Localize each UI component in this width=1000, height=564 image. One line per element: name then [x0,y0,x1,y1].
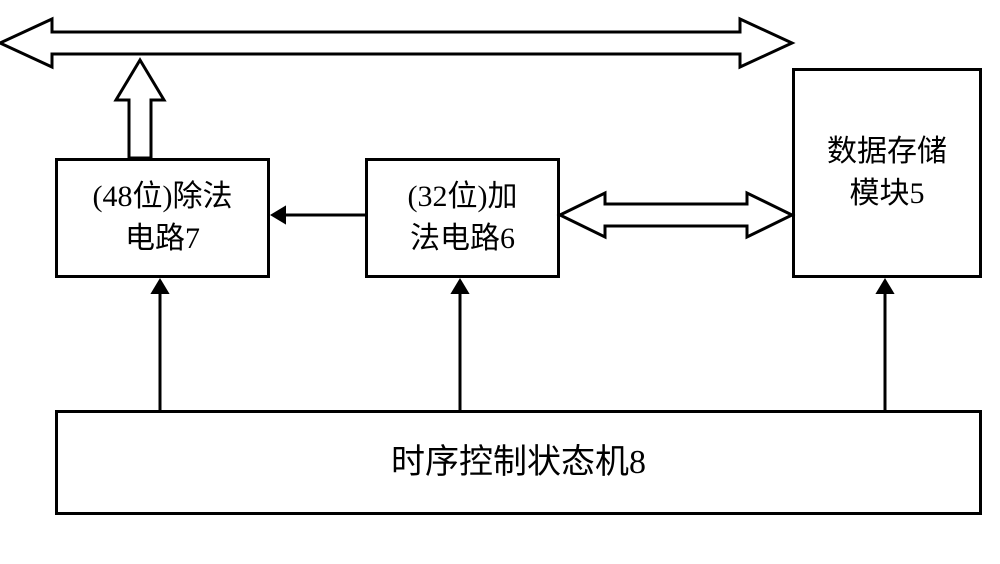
arrow-layer [0,0,1000,564]
